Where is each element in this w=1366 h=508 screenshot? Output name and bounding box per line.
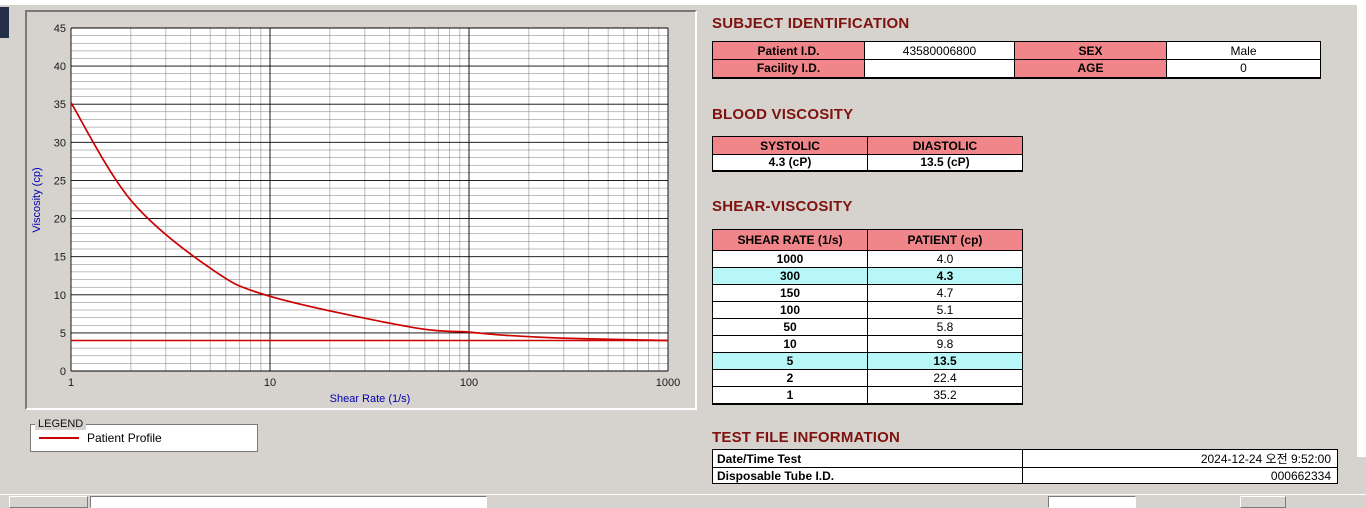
shear-row: 100 5.1 [712, 301, 1023, 319]
facility-id-label: Facility I.D. [712, 59, 865, 78]
y-axis-title: Viscosity (cp) [31, 167, 43, 232]
shear-rate-cell: 150 [712, 284, 868, 302]
shear-rate-cell: 300 [712, 267, 868, 285]
diastolic-header: DIASTOLIC [867, 136, 1023, 155]
shear-rate-cell: 5 [712, 352, 868, 370]
blood-viscosity-heading: BLOOD VISCOSITY [712, 106, 854, 123]
shear-row: 10 9.8 [712, 335, 1023, 353]
patient-cp-cell: 4.7 [867, 284, 1023, 302]
date-time-test-value: 2024-12-24 오전 9:52:00 [1021, 449, 1338, 468]
sex-value: Male [1166, 41, 1321, 60]
subject-identification-heading: SUBJECT IDENTIFICATION [712, 15, 910, 32]
viscosity-chart: 0 5 10 15 20 25 30 35 40 45 1 10 100 1000 Shear Rate (… [31, 23, 680, 405]
date-time-test-label: Date/Time Test [712, 449, 1023, 468]
legend-entry: Patient Profile [31, 430, 257, 449]
blood-viscosity-table: SYSTOLIC DIASTOLIC 4.3 (cP) 13.5 (cP) [712, 136, 1023, 172]
shear-row: 300 4.3 [712, 267, 1023, 285]
subject-identification-table: Patient I.D. 43580006800 SEX Male Facili… [712, 41, 1321, 79]
age-value: 0 [1166, 59, 1321, 78]
y-tick-label: 30 [54, 137, 66, 149]
chart-legend-box: LEGEND Patient Profile [30, 418, 258, 452]
legend-group-label: LEGEND [35, 418, 87, 430]
background-window-fragment-top [0, 7, 9, 38]
disposable-tube-id-label: Disposable Tube I.D. [712, 467, 1023, 484]
patient-profile-line-swatch [39, 437, 79, 439]
sex-label: SEX [1014, 41, 1167, 60]
bottom-status-field [1048, 496, 1136, 508]
patient-cp-header: PATIENT (cp) [867, 229, 1023, 251]
x-tick-label: 1 [68, 377, 74, 389]
patient-cp-cell: 4.3 [867, 267, 1023, 285]
shear-rate-cell: 50 [712, 318, 868, 336]
x-axis-title: Shear Rate (1/s) [330, 393, 411, 405]
shear-row: 50 5.8 [712, 318, 1023, 336]
age-label: AGE [1014, 59, 1167, 78]
test-file-information-heading: TEST FILE INFORMATION [712, 429, 901, 446]
table-row: Patient I.D. 43580006800 SEX Male [712, 41, 1321, 60]
patient-id-label: Patient I.D. [712, 41, 865, 60]
shear-viscosity-table: SHEAR RATE (1/s) PATIENT (cp) 1000 4.0 30… [712, 229, 1023, 405]
shear-row: 5 13.5 [712, 352, 1023, 370]
shear-row: 1000 4.0 [712, 250, 1023, 268]
disposable-tube-id-value: 000662334 [1021, 467, 1338, 484]
tick-labels: 0 5 10 15 20 25 30 35 40 45 1 10 100 1000 [54, 23, 680, 389]
x-tick-label: 1000 [656, 377, 680, 389]
plot-area [71, 28, 668, 371]
legend-entry-label: Patient Profile [87, 431, 162, 445]
major-gridlines [70, 27, 669, 372]
viscosity-chart-panel: 0 5 10 15 20 25 30 35 40 45 1 10 100 1000 Shear Rate (… [25, 10, 697, 410]
y-tick-label: 45 [54, 23, 66, 35]
systolic-value: 4.3 (cP) [712, 154, 868, 171]
table-row: 4.3 (cP) 13.5 (cP) [712, 154, 1023, 171]
bottom-status-strip [0, 494, 1366, 508]
y-tick-label: 10 [54, 290, 66, 302]
table-header-row: SYSTOLIC DIASTOLIC [712, 136, 1023, 155]
y-tick-label: 25 [54, 175, 66, 187]
shear-viscosity-heading: SHEAR-VISCOSITY [712, 198, 853, 215]
patient-cp-cell: 35.2 [867, 386, 1023, 404]
patient-id-value: 43580006800 [864, 41, 1015, 60]
test-file-information-table: Date/Time Test 2024-12-24 오전 9:52:00 Dis… [712, 449, 1338, 484]
table-row: Facility I.D. AGE 0 [712, 59, 1321, 78]
shear-rate-cell: 100 [712, 301, 868, 319]
facility-id-value [864, 59, 1015, 78]
x-tick-label: 10 [264, 377, 276, 389]
systolic-header: SYSTOLIC [712, 136, 868, 155]
shear-row: 1 35.2 [712, 386, 1023, 404]
table-row: Disposable Tube I.D. 000662334 [712, 467, 1338, 484]
right-edge-strip [1357, 0, 1366, 457]
shear-rate-cell: 10 [712, 335, 868, 353]
patient-cp-cell: 4.0 [867, 250, 1023, 268]
minor-gridlines [71, 28, 668, 371]
bottom-status-field [90, 496, 487, 508]
shear-rate-header: SHEAR RATE (1/s) [712, 229, 868, 251]
table-header-row: SHEAR RATE (1/s) PATIENT (cp) [712, 229, 1023, 251]
shear-rate-cell: 1 [712, 386, 868, 404]
y-tick-label: 0 [60, 366, 66, 378]
patient-cp-cell: 9.8 [867, 335, 1023, 353]
diastolic-value: 13.5 (cP) [867, 154, 1023, 171]
x-tick-label: 100 [460, 377, 478, 389]
top-edge-strip [0, 0, 1366, 5]
shear-rate-cell: 1000 [712, 250, 868, 268]
bottom-button[interactable] [1240, 496, 1286, 508]
y-tick-label: 15 [54, 252, 66, 264]
shear-row: 150 4.7 [712, 284, 1023, 302]
shear-row: 2 22.4 [712, 369, 1023, 387]
patient-cp-cell: 5.1 [867, 301, 1023, 319]
patient-profile-curve [70, 102, 669, 342]
bottom-button[interactable] [9, 496, 88, 508]
y-tick-label: 20 [54, 214, 66, 226]
y-tick-label: 5 [60, 328, 66, 340]
patient-cp-cell: 13.5 [867, 352, 1023, 370]
table-row: Date/Time Test 2024-12-24 오전 9:52:00 [712, 449, 1338, 468]
y-tick-label: 40 [54, 61, 66, 73]
shear-rate-cell: 2 [712, 369, 868, 387]
patient-cp-cell: 22.4 [867, 369, 1023, 387]
patient-cp-cell: 5.8 [867, 318, 1023, 336]
y-tick-label: 35 [54, 99, 66, 111]
